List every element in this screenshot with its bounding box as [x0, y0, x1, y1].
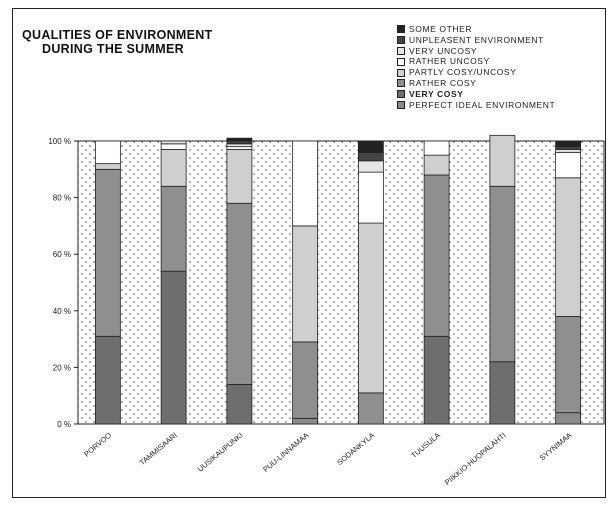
bar-puu-linnamaa-rather-uncosy [292, 140, 319, 227]
bar-tuusula-rather-cosy [423, 174, 450, 337]
x-tick-label: PIIKKIO-HUOPALAHTI [443, 431, 508, 487]
legend-swatch [397, 25, 405, 34]
bar-tammisaari-partly-cosy-uncosy [160, 149, 187, 187]
legend-swatch [397, 57, 405, 66]
bar-sodankyla-rather-uncosy [357, 171, 384, 224]
chart-title-line-1: QUALITIES OF ENVIRONMENT [22, 28, 213, 42]
bar-tuusula-very-cosy [423, 335, 450, 425]
bar-sodankyla-very-uncosy [357, 160, 384, 173]
bar-syynimaa-very-uncosy [555, 149, 582, 153]
bar-tammisaari-very-cosy [160, 270, 187, 425]
bar-puu-linnamaa-partly-cosy-uncosy [292, 225, 319, 343]
y-tick-label: 0 % [57, 420, 71, 429]
x-tick-label: PORVOO [82, 431, 113, 459]
legend-label: VERY COSY [409, 88, 464, 99]
legend-item-very-uncosy: VERY UNCOSY [397, 46, 555, 57]
legend-item-perfect-ideal-environment: PERFECT IDEAL ENVIRONMENT [397, 100, 555, 111]
bar-tuusula-partly-cosy-uncosy [423, 154, 450, 176]
bar-uusikaupunki-very-cosy [226, 383, 253, 425]
x-tick-label: TAMMISAARI [138, 431, 179, 468]
bar-piikkio-huopalahti-very-cosy [489, 361, 516, 425]
legend-item-unpleasent-environment: UNPLEASENT ENVIRONMENT [397, 35, 555, 46]
bar-sodankyla-rather-cosy [357, 392, 384, 425]
legend-label: SOME OTHER [409, 24, 473, 34]
x-tick-label: TUUSULA [409, 431, 442, 460]
bar-syynimaa-rather-uncosy [555, 151, 582, 179]
legend-swatch [397, 68, 405, 77]
legend-label: PARTLY COSY/UNCOSY [409, 67, 517, 78]
x-tick-label: SODANKYLA [335, 431, 376, 467]
legend-item-rather-uncosy: RATHER UNCOSY [397, 56, 555, 67]
legend-swatch [397, 79, 405, 88]
plot-area [77, 140, 605, 425]
bar-syynimaa-some-other [555, 140, 582, 148]
bar-piikkio-huopalahti-partly-cosy-uncosy [489, 134, 516, 187]
bar-puu-linnamaa-rather-cosy [292, 341, 319, 419]
legend-label: RATHER COSY [409, 77, 477, 88]
legend-item-partly-cosy-uncosy: PARTLY COSY/UNCOSY [397, 67, 555, 78]
bar-porvoo-rather-cosy [94, 168, 121, 337]
legend-label: PERFECT IDEAL ENVIRONMENT [409, 99, 556, 110]
legend-item-rather-cosy: RATHER COSY [397, 78, 555, 89]
legend-swatch [397, 100, 405, 109]
y-tick-label: 40 % [53, 307, 71, 316]
bar-uusikaupunki-rather-uncosy [226, 146, 253, 150]
y-tick-label: 20 % [53, 363, 71, 372]
bar-syynimaa-unpleasent-environment [555, 146, 582, 150]
y-tick-label: 100 % [48, 137, 71, 146]
bar-uusikaupunki-partly-cosy-uncosy [226, 149, 253, 204]
bar-syynimaa-perfect-ideal-environment [555, 412, 582, 425]
bar-porvoo-rather-uncosy [94, 140, 121, 165]
bar-sodankyla-unpleasent-environment [357, 151, 384, 162]
bar-syynimaa-rather-cosy [555, 316, 582, 414]
legend-label: UNPLEASENT ENVIRONMENT [409, 34, 544, 45]
bar-uusikaupunki-some-other [226, 137, 253, 142]
legend-swatch [397, 36, 405, 45]
y-tick-label: 80 % [53, 194, 71, 203]
bar-porvoo-very-cosy [94, 335, 121, 425]
bar-porvoo-partly-cosy-uncosy [94, 163, 121, 170]
legend-label: RATHER UNCOSY [409, 56, 490, 67]
bar-piikkio-huopalahti-rather-cosy [489, 185, 516, 363]
bar-tuusula-rather-uncosy [423, 140, 450, 156]
x-tick-label: SYYNIMAA [538, 431, 573, 463]
bar-puu-linnamaa-perfect-ideal-environment [292, 417, 319, 425]
bar-tammisaari-rather-uncosy [160, 143, 187, 150]
legend-swatch [397, 90, 405, 99]
bar-tammisaari-rather-cosy [160, 185, 187, 272]
bar-syynimaa-partly-cosy-uncosy [555, 177, 582, 317]
bar-tammisaari-very-uncosy [160, 140, 187, 145]
legend-item-very-cosy: VERY COSY [397, 89, 555, 100]
bar-uusikaupunki-unpleasent-environment [226, 140, 253, 145]
bar-sodankyla-partly-cosy-uncosy [357, 222, 384, 394]
x-tick-label: UUSIKAUPUNKI [196, 431, 245, 474]
bar-uusikaupunki-very-uncosy [226, 143, 253, 148]
legend-swatch [397, 46, 405, 55]
bar-uusikaupunki-rather-cosy [226, 202, 253, 385]
chart-title-line-2: DURING THE SUMMER [42, 42, 184, 56]
x-tick-label: PUU-LINNAMAA [261, 431, 310, 474]
y-tick-label: 60 % [53, 250, 71, 259]
chart-legend: SOME OTHER UNPLEASENT ENVIRONMENT VERY UNC… [397, 24, 555, 110]
chart-title: QUALITIES OF ENVIRONMENT DURING THE SUMM… [22, 28, 213, 56]
legend-label: VERY UNCOSY [409, 45, 478, 56]
legend-item-some-other: SOME OTHER [397, 24, 555, 35]
bar-sodankyla-some-other [357, 140, 384, 153]
